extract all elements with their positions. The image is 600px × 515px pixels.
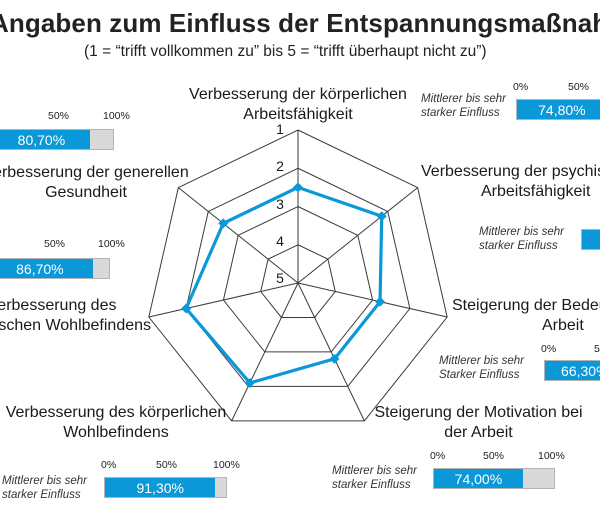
percent-bar	[581, 229, 600, 250]
scale-label-100: 100%	[98, 238, 125, 250]
influence-caption: Mittlerer bis sehr starker Einfluss	[2, 475, 87, 501]
scale-label-0: 0%	[430, 450, 446, 462]
scale-label-100: 100%	[538, 450, 565, 462]
percent-bar: 66,30%	[544, 360, 600, 381]
scale-label-50: 50%	[483, 450, 505, 462]
percent-bar: 80,70%	[0, 129, 114, 150]
radar-point-7	[218, 218, 229, 229]
radar-tick-4: 4	[276, 233, 284, 249]
axis-label-bedeutung-der-arbeit: Steigerung der Bedeutung der Arbeit	[452, 297, 600, 334]
radar-grid-ring	[222, 205, 374, 353]
radar-grid-ring	[260, 244, 336, 318]
scale-label-0: 0%	[513, 81, 529, 93]
scale-label-50: 50%	[568, 81, 590, 93]
scale-label-50: 50%	[44, 238, 66, 250]
radar-grid-ring	[148, 129, 448, 422]
percent-bar-fill	[582, 230, 600, 249]
radar-spoke	[297, 187, 418, 284]
percent-bar-fill: 74,00%	[434, 469, 523, 488]
radar-point-4	[329, 353, 340, 364]
radar-point-6	[181, 303, 192, 314]
scale-label-50: 50%	[594, 343, 600, 355]
percent-bar-fill: 80,70%	[0, 130, 90, 149]
scale-label-100: 100%	[213, 459, 240, 471]
percent-bar: 74,80%	[516, 99, 600, 120]
radar-tick-1: 1	[276, 121, 284, 137]
radar-point-3	[375, 296, 386, 307]
percent-bar-fill: 91,30%	[105, 478, 216, 497]
radar-tick-5: 5	[276, 270, 284, 286]
axis-label-psychisches-wohlbefinden: Verbesserung des psychischen Wohlbefinde…	[0, 297, 152, 334]
radar-tick-3: 3	[276, 196, 284, 212]
axis-label-koerperliche-arbeitsfaehigkeit: Verbesserung der körperlichen Arbeitsfäh…	[189, 86, 407, 123]
scale-label-0: 0%	[101, 459, 117, 471]
axis-label-generelle-gesundheit: Verbesserung der generellen Gesundheit	[0, 164, 189, 201]
radar-spoke	[148, 282, 299, 318]
percent-bar-fill: 86,70%	[0, 259, 93, 278]
radar-spoke	[297, 282, 365, 422]
radar-point-5	[244, 377, 255, 388]
radar-point-1	[293, 182, 303, 193]
axis-label-psychische-arbeitsfaehigkeit: Verbesserung der psychischen Arbeitsfähi…	[421, 163, 600, 200]
influence-caption: Mittlerer bis sehr starker Einfluss	[421, 93, 506, 119]
chart-title: Angaben zum Einfluss der Entspannungsmaß…	[0, 8, 600, 38]
scale-label-100: 100%	[103, 110, 130, 122]
scale-label-50: 50%	[48, 110, 70, 122]
axis-label-motivation: Steigerung der Motivation bei der Arbeit	[374, 404, 583, 441]
scale-label-0: 0%	[541, 343, 557, 355]
percent-bar-fill: 66,30%	[545, 361, 600, 380]
percent-bar: 91,30%	[104, 477, 227, 498]
radar-tick-2: 2	[276, 158, 284, 174]
influence-caption: Mittlerer bis sehr starker Einfluss	[332, 465, 417, 491]
radar-spoke	[178, 187, 299, 284]
radar-point-2	[376, 211, 387, 222]
percent-bar: 74,00%	[433, 468, 555, 489]
radar-series-line	[184, 185, 384, 385]
percent-bar-fill: 74,80%	[517, 100, 600, 119]
radar-spoke	[231, 282, 299, 422]
chart-subtitle: (1 = “trifft vollkommen zu” bis 5 = “tri…	[84, 43, 487, 60]
influence-caption: Mittlerer bis sehr Starker Einfluss	[439, 355, 524, 381]
radar-grid-ring	[185, 167, 411, 387]
scale-label-50: 50%	[156, 459, 178, 471]
influence-caption: Mittlerer bis sehr starker Einfluss	[479, 226, 564, 252]
axis-label-koerperliches-wohlbefinden: Verbesserung des körperlichen Wohlbefind…	[5, 404, 227, 441]
percent-bar: 86,70%	[0, 258, 110, 279]
radar-spoke	[297, 282, 448, 318]
